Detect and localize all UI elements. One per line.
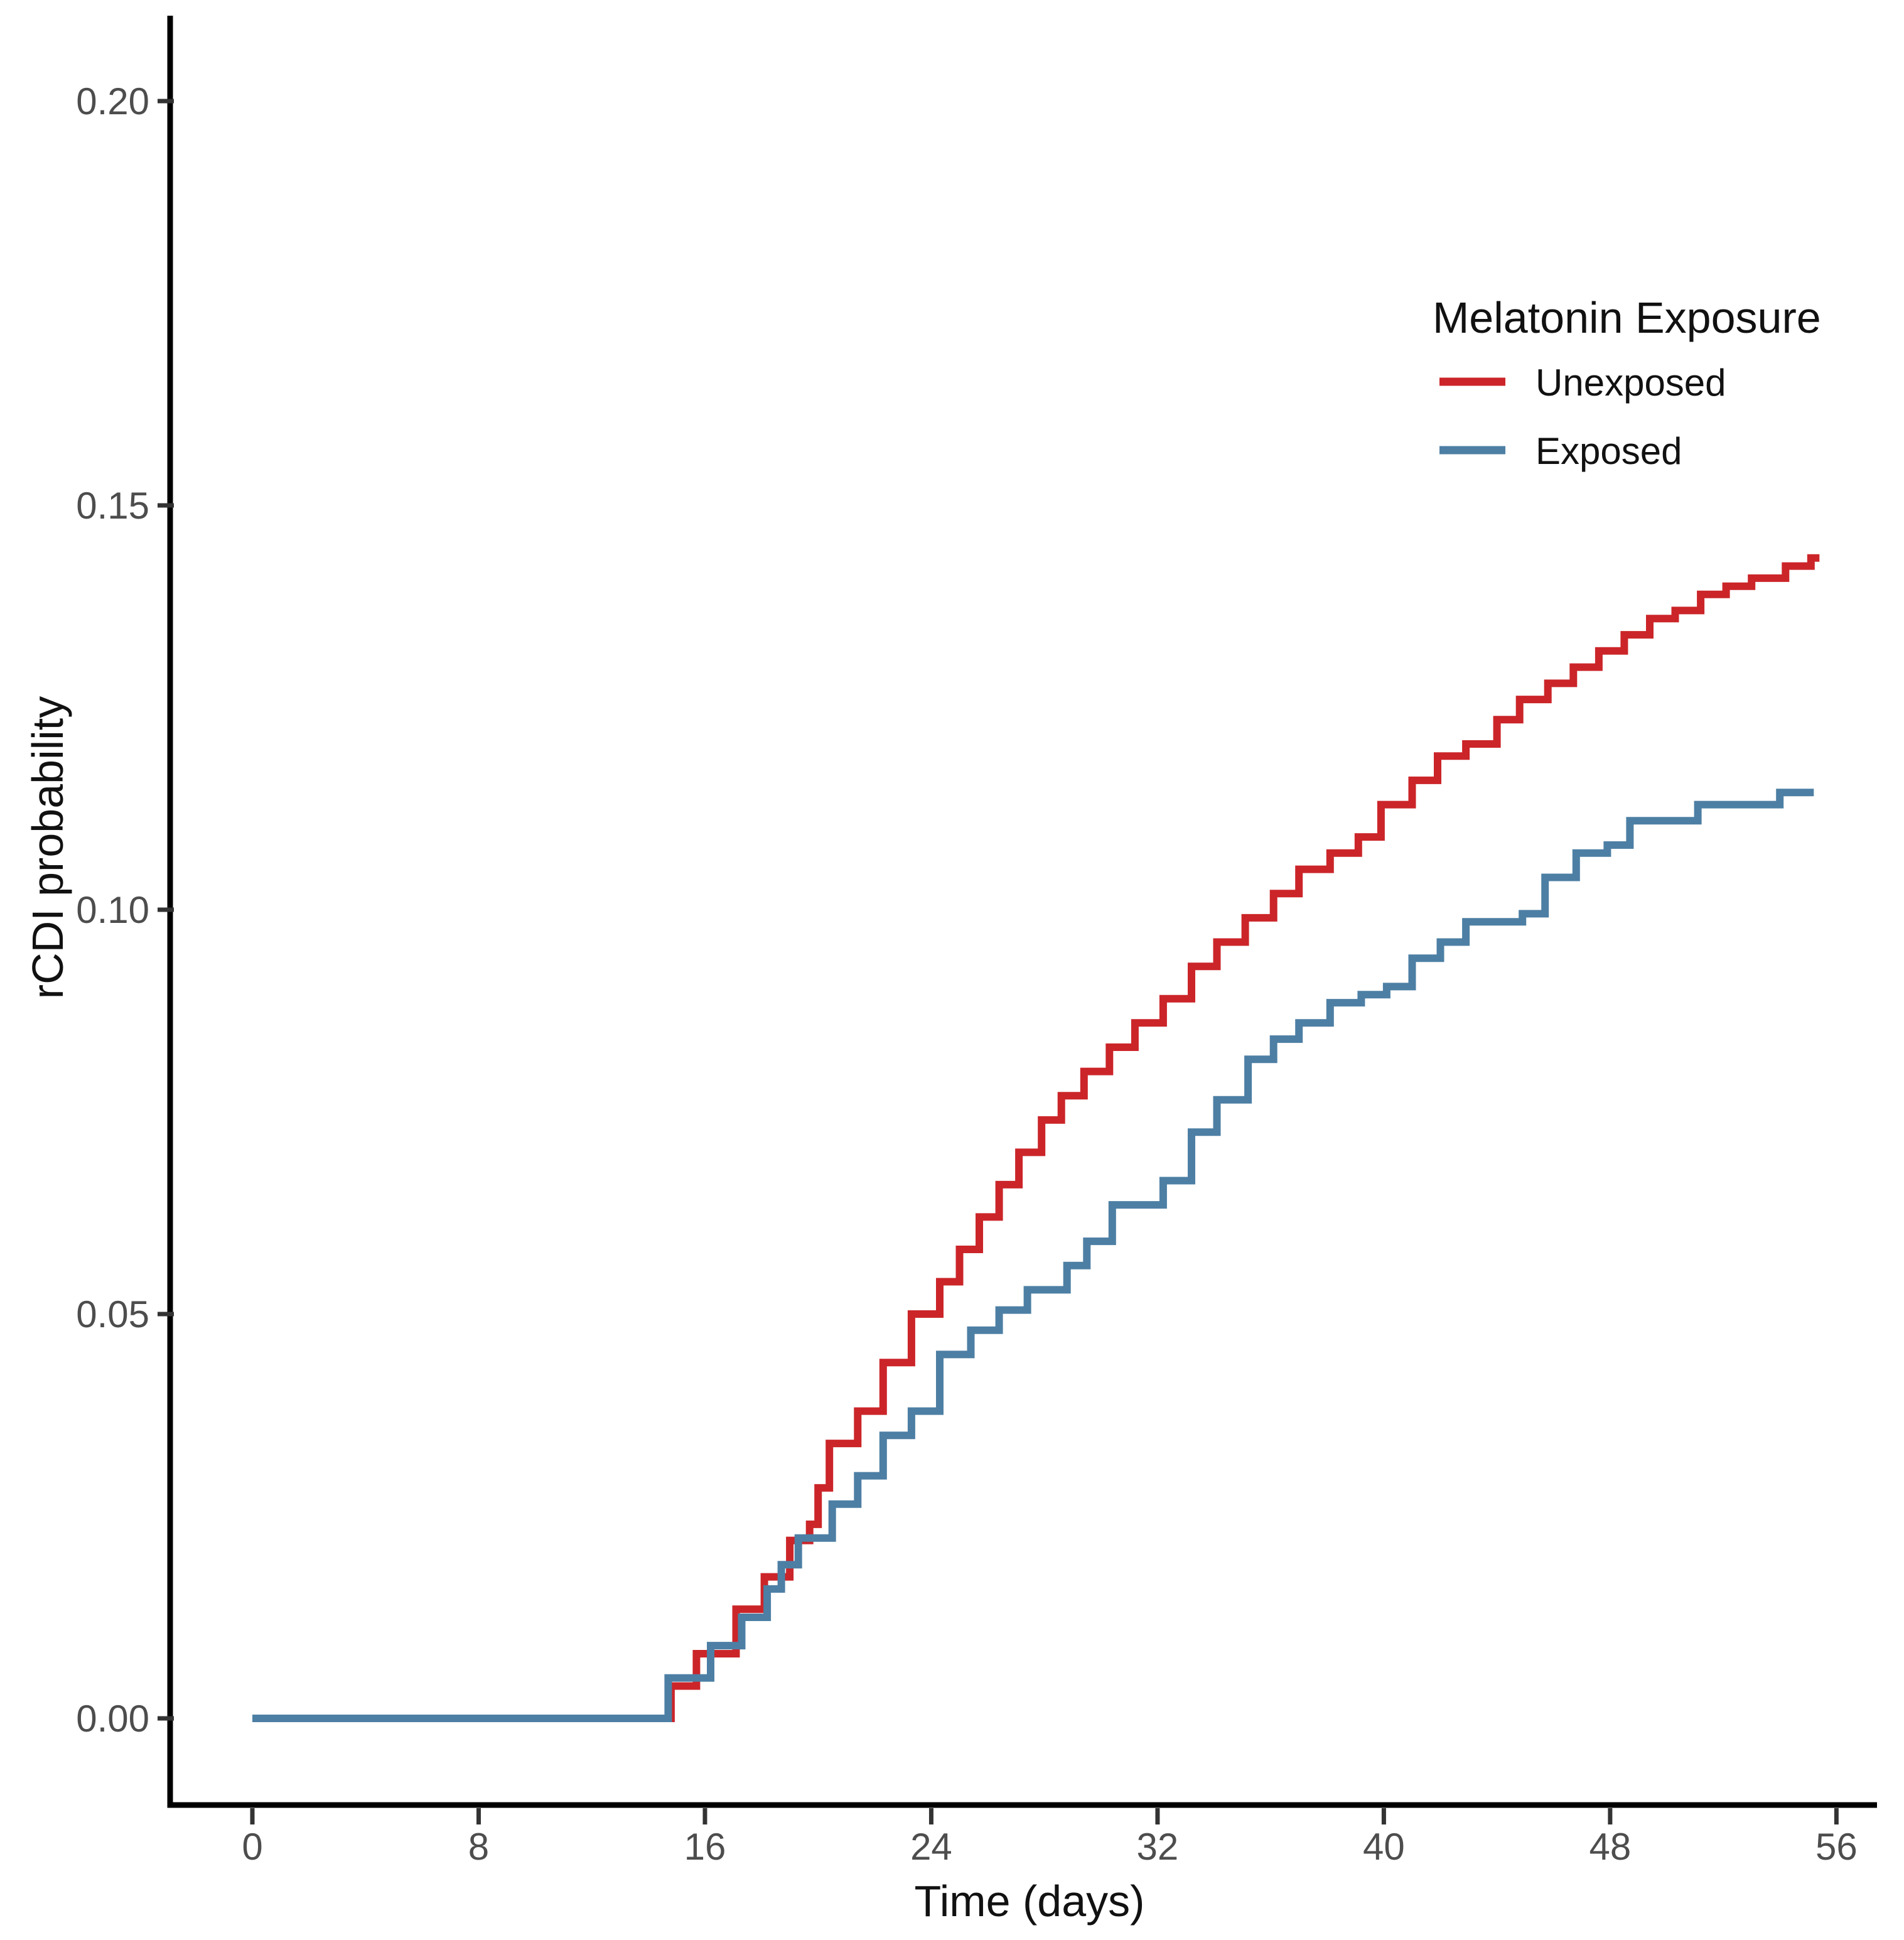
legend-title: Melatonin Exposure [1433,293,1821,342]
series-line-unexposed [252,554,1820,1722]
legend-label-unexposed: Unexposed [1536,362,1726,404]
y-tick-label: 0.15 [76,485,149,527]
legend: Melatonin Exposure Unexposed Exposed [1433,293,1821,472]
x-tick-label: 16 [684,1826,726,1868]
legend-item-unexposed: Unexposed [1439,362,1726,404]
y-tick-label: 0.20 [76,80,149,122]
y-tick-label: 0.10 [76,889,149,931]
legend-item-exposed: Exposed [1439,430,1682,472]
axis-ticks: 0 8 16 24 32 40 48 56 0.00 0.05 0.10 0.15 0.20 [76,80,1858,1868]
x-tick-label: 32 [1137,1826,1179,1868]
legend-label-exposed: Exposed [1536,430,1682,472]
y-tick-label: 0.00 [76,1698,149,1740]
x-tick-label: 24 [910,1826,952,1868]
x-tick-label: 56 [1815,1826,1858,1868]
y-tick-label: 0.05 [76,1293,149,1335]
x-tick-label: 48 [1589,1826,1632,1868]
x-tick-label: 0 [242,1826,262,1868]
x-tick-label: 8 [468,1826,489,1868]
x-tick-label: 40 [1363,1826,1405,1868]
x-axis-title: Time (days) [915,1877,1145,1926]
series-lines [252,554,1820,1722]
y-axis-title: rCDI probability [23,696,72,999]
axes [167,16,1877,1808]
series-line-exposed [252,789,1814,1722]
